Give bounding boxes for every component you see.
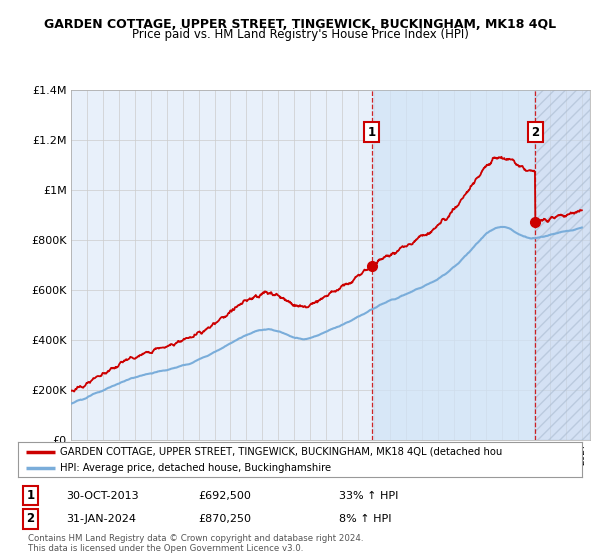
Text: GARDEN COTTAGE, UPPER STREET, TINGEWICK, BUCKINGHAM, MK18 4QL (detached hou: GARDEN COTTAGE, UPPER STREET, TINGEWICK,… [60,447,503,457]
Text: 2: 2 [26,512,34,525]
Text: 31-JAN-2024: 31-JAN-2024 [66,514,136,524]
Text: 1: 1 [26,489,34,502]
Text: 1: 1 [367,125,376,139]
Text: GARDEN COTTAGE, UPPER STREET, TINGEWICK, BUCKINGHAM, MK18 4QL: GARDEN COTTAGE, UPPER STREET, TINGEWICK,… [44,18,556,31]
Text: 33% ↑ HPI: 33% ↑ HPI [340,491,399,501]
Text: 30-OCT-2013: 30-OCT-2013 [66,491,139,501]
Text: 2: 2 [531,125,539,139]
Text: 8% ↑ HPI: 8% ↑ HPI [340,514,392,524]
Bar [535,90,590,440]
Bar [371,90,535,440]
Text: Price paid vs. HM Land Registry's House Price Index (HPI): Price paid vs. HM Land Registry's House … [131,28,469,41]
Text: £870,250: £870,250 [199,514,251,524]
Text: £692,500: £692,500 [199,491,251,501]
Text: Contains HM Land Registry data © Crown copyright and database right 2024.
This d: Contains HM Land Registry data © Crown c… [28,534,364,553]
Text: HPI: Average price, detached house, Buckinghamshire: HPI: Average price, detached house, Buck… [60,463,331,473]
